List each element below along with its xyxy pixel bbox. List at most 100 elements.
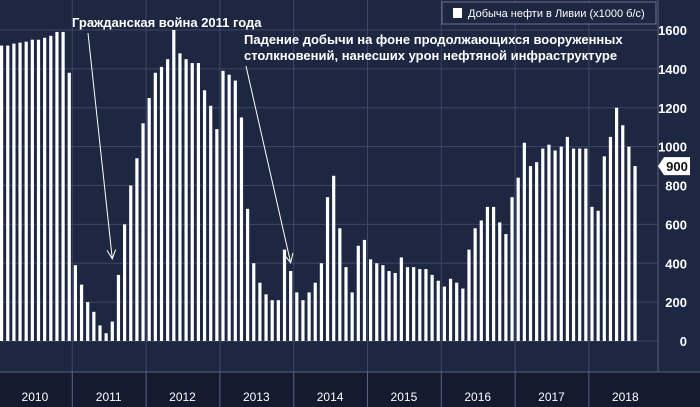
y-tick-label: 1600 <box>658 23 687 38</box>
bar <box>196 63 200 341</box>
bar <box>49 35 53 341</box>
year-label: 2010 <box>22 390 49 404</box>
bar <box>258 282 262 341</box>
annotation-arrowhead <box>106 249 117 260</box>
bar <box>479 220 483 341</box>
bar <box>547 144 551 341</box>
bar <box>141 123 145 341</box>
bar <box>227 74 231 342</box>
bar <box>98 325 102 341</box>
bars <box>0 30 637 342</box>
bar <box>473 228 477 341</box>
legend: Добыча нефти в Ливии (x1000 б/с) <box>441 1 657 25</box>
bar <box>73 265 77 341</box>
bar <box>627 146 631 342</box>
bar <box>295 292 299 341</box>
bar <box>6 45 10 342</box>
bar <box>485 206 490 341</box>
bar <box>178 53 182 341</box>
bar <box>252 263 256 341</box>
last-value-box <box>658 157 690 176</box>
y-tick-label: 200 <box>665 295 687 310</box>
bar <box>147 98 151 341</box>
gridlines <box>0 0 658 372</box>
x-axis-band <box>0 372 700 407</box>
year-label: 2012 <box>169 390 196 404</box>
bar <box>276 300 280 341</box>
bar <box>522 142 526 341</box>
bar <box>387 271 391 341</box>
bar <box>381 265 385 341</box>
bar <box>565 136 569 341</box>
bar <box>596 210 600 341</box>
annotation-arrow <box>245 65 292 263</box>
bar <box>92 311 96 341</box>
bar <box>412 267 416 341</box>
year-label: 2015 <box>391 390 418 404</box>
bar <box>430 274 434 341</box>
bar <box>172 30 176 341</box>
bar <box>313 282 317 341</box>
bar <box>621 125 625 342</box>
bar <box>393 272 397 341</box>
bar <box>461 288 465 341</box>
bar <box>110 321 114 341</box>
bar <box>282 249 287 341</box>
legend-swatch <box>453 8 462 18</box>
bar <box>528 166 533 341</box>
bar <box>0 45 4 342</box>
bar <box>166 59 170 341</box>
bar <box>12 43 16 342</box>
bar <box>307 292 311 341</box>
bar <box>289 271 293 341</box>
bar <box>153 72 157 341</box>
bar <box>571 148 576 341</box>
bar <box>535 162 539 341</box>
bar <box>159 66 164 342</box>
bar <box>233 80 237 341</box>
bar <box>184 59 188 341</box>
bar <box>270 300 274 341</box>
bar <box>578 148 582 341</box>
annotation-arrowhead <box>284 252 294 264</box>
bar <box>553 150 557 341</box>
bar <box>24 41 28 341</box>
bar <box>123 224 127 342</box>
bar <box>209 105 213 341</box>
bar <box>504 234 508 341</box>
bar <box>350 292 354 341</box>
x-axis: 2010 2011 2012 2013 2014 2015 2016 2017 2018 <box>0 371 700 407</box>
bar <box>202 90 207 341</box>
bar <box>455 282 459 341</box>
bar <box>264 294 268 341</box>
bar <box>584 148 588 341</box>
bar <box>436 280 440 341</box>
y-axis: 0 200 400 600 800 1000 1200 1400 1600 <box>657 0 687 372</box>
bar <box>116 274 121 341</box>
bar <box>18 42 22 341</box>
bar <box>36 39 41 341</box>
annotation-arrow <box>87 32 113 259</box>
bar <box>86 302 90 342</box>
y-tick-label: 0 <box>680 334 687 349</box>
bar <box>633 166 637 341</box>
bar <box>602 156 606 341</box>
bar <box>498 222 502 341</box>
bar <box>405 267 410 341</box>
bar <box>129 185 133 341</box>
bar <box>356 245 360 341</box>
y-tick-label: 400 <box>665 256 687 271</box>
last-value-marker: 900 <box>658 157 690 176</box>
annotation-civil-war: Гражданская война 2011 года <box>72 15 262 30</box>
bar <box>319 263 323 341</box>
bar <box>338 228 342 341</box>
bar <box>246 208 250 341</box>
y-tick-label: 1000 <box>658 140 687 155</box>
bar <box>325 197 330 341</box>
bar <box>418 269 422 341</box>
year-label: 2016 <box>464 390 491 404</box>
year-label: 2013 <box>243 390 270 404</box>
bar <box>190 63 194 341</box>
legend-box <box>441 1 657 25</box>
